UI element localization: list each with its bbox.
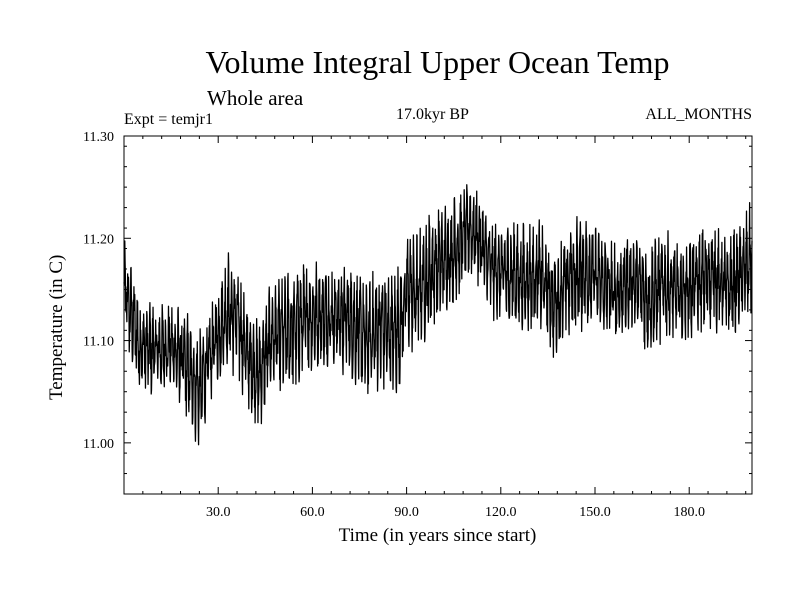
chart-subtitle: Whole area (207, 86, 304, 110)
x-tick-label: 180.0 (673, 505, 705, 520)
y-tick-label: 11.00 (83, 437, 114, 452)
experiment-label: Expt = temjr1 (124, 111, 214, 128)
plot-frame (123, 135, 753, 495)
series-layer (123, 184, 753, 446)
x-tick-label: 90.0 (394, 505, 419, 520)
series-line (123, 184, 753, 446)
y-tick-label: 11.30 (83, 130, 114, 145)
x-axis-label: Time (in years since start) (338, 525, 537, 546)
tick-layer: 30.0 60.0 90.0 120.0 150.0 180.0 11.00 11.10 11.… (83, 130, 752, 520)
x-tick-label: 60.0 (300, 505, 325, 520)
period-label: 17.0kyr BP (396, 106, 469, 123)
chart-title: Volume Integral Upper Ocean Temp (205, 44, 670, 80)
months-label: ALL_MONTHS (645, 106, 752, 123)
x-tick-label: 120.0 (485, 505, 517, 520)
x-tick-label: 150.0 (579, 505, 611, 520)
x-tick-label: 30.0 (206, 505, 231, 520)
y-tick-label: 11.20 (83, 232, 114, 247)
y-tick-label: 11.10 (83, 335, 114, 350)
